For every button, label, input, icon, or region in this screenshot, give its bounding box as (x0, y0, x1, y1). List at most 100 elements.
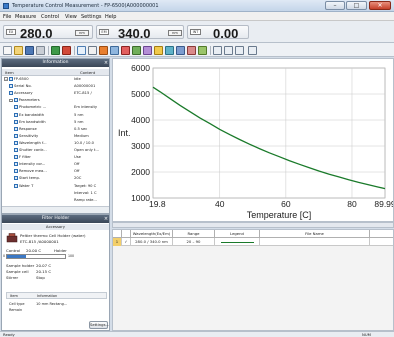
zoom-icon[interactable] (88, 46, 97, 55)
list-icon[interactable] (224, 46, 233, 55)
list-header-legend[interactable]: Legend (215, 230, 260, 238)
tree-item: Ex bandwidth (14, 112, 44, 119)
information-tree-row[interactable]: Start temp. 20C (2, 176, 109, 182)
menu-settings[interactable]: Settings (81, 14, 102, 20)
close-button[interactable]: ✕ (369, 1, 391, 10)
data-list: Wavelength(Ex/Em) Range Legend File Name… (112, 229, 394, 331)
plot-area[interactable] (152, 67, 386, 199)
filter-column-item: Item (10, 294, 18, 298)
tree-item-content: 20C (74, 176, 82, 181)
tree-item-label: Remove mea... (19, 169, 47, 174)
tree-item: Response (14, 126, 37, 133)
tree-expander-icon[interactable]: − (4, 77, 8, 82)
list-header-wavelength[interactable]: Wavelength(Ex/Em) (131, 230, 173, 238)
temperature-icon[interactable] (121, 46, 130, 55)
int-value: 0.00 (213, 26, 239, 41)
status-text: Ready (3, 332, 15, 337)
column-item: Item (5, 70, 14, 75)
information-panel: Information × Item Content − FP-6500 Idle S… (1, 58, 110, 214)
graph-view[interactable]: 1000 2000 3000 4000 5000 6000 19.8 40 60 80 89.99 T… (112, 58, 394, 222)
marker-icon[interactable] (187, 46, 196, 55)
temperature-intensity-chart[interactable]: 1000 2000 3000 4000 5000 6000 19.8 40 60 80 89.99 T… (113, 59, 394, 221)
graph-icon[interactable] (77, 46, 86, 55)
cell-holder-icon (6, 233, 18, 243)
y-tick-label: 1000 (131, 193, 150, 203)
information-tree-row[interactable]: Ramp rate... (2, 198, 109, 204)
filter-holder-panel: Filter Holder × Accessory Peltier thermo… (1, 214, 110, 331)
information-tree-row[interactable]: Photometric ... Em intensity (2, 105, 109, 111)
information-tree-row[interactable]: Sensitivity Medium (2, 133, 109, 140)
filter-row-item: Cell type (9, 302, 25, 306)
data-icon[interactable] (132, 46, 141, 55)
information-tree-row[interactable]: Shutter contr... Open only t... (2, 148, 109, 154)
graph-scrollbar[interactable] (112, 222, 394, 228)
settings-button[interactable]: Settings... (89, 321, 110, 329)
tree-item-content: A00000001 (74, 84, 96, 89)
window-icon[interactable] (248, 46, 257, 55)
status-bar: Ready NUM (0, 331, 394, 337)
information-tree-row[interactable]: Water T Target: 90 C (2, 183, 109, 190)
holder-model: ETC-815 /A0000001 (20, 239, 59, 244)
table-row[interactable]: 1 ✓ 280.0 / 340.0 nm 20 – 90 (113, 238, 393, 246)
settings-icon[interactable] (110, 46, 119, 55)
information-tree-row[interactable]: Response 0.5 sec (2, 126, 109, 133)
information-tree-row[interactable]: Interval: 1 C (2, 191, 109, 197)
column-content: Content (80, 70, 96, 75)
view-icon[interactable] (176, 46, 185, 55)
tree-item-label: Parameters (18, 98, 40, 103)
filter-holder-panel-close-button[interactable]: × (103, 216, 109, 222)
tree-item-label: Intensity cor... (19, 162, 46, 167)
information-panel-close-button[interactable]: × (103, 60, 109, 66)
information-tree-row[interactable]: Ex bandwidth 5 nm (2, 112, 109, 119)
peak-icon[interactable] (99, 46, 108, 55)
tree-expander-icon[interactable]: − (9, 98, 13, 103)
wavelength-icon[interactable] (154, 46, 163, 55)
tree-item-label: Start temp. (19, 176, 40, 181)
accessory-label: Accessory (2, 224, 109, 230)
information-tree-row[interactable]: − FP-6500 Idle (2, 77, 109, 83)
tree-item: Wavelength f... (14, 140, 47, 147)
baseline-icon[interactable] (198, 46, 207, 55)
tree-node-icon (13, 98, 18, 103)
tree-item-content: Idle (74, 77, 81, 81)
em-value: 340.0 (118, 26, 151, 41)
menu-view[interactable]: View (65, 14, 77, 20)
stop-icon[interactable] (62, 46, 71, 55)
minimize-button[interactable]: – (325, 1, 345, 10)
print-icon[interactable] (36, 46, 45, 55)
ex-wavelength-box (3, 25, 93, 39)
information-tree-row[interactable]: Serial No. A00000001 (2, 84, 109, 90)
tree-item-content: Use (74, 155, 81, 160)
list-header-range[interactable]: Range (173, 230, 215, 238)
information-tree-row[interactable]: Wavelength f... 10.0 / 10.0 (2, 140, 109, 147)
row-checkbox[interactable]: ✓ (122, 238, 131, 246)
information-tree-row[interactable]: Remove mea... Off (2, 169, 109, 175)
filter-table-header: Item Information (6, 292, 107, 299)
menu-file[interactable]: File (3, 14, 12, 20)
information-tree-row[interactable]: F filter Use (2, 155, 109, 161)
open-icon[interactable] (14, 46, 23, 55)
information-horizontal-scrollbar[interactable] (2, 206, 109, 213)
save-icon[interactable] (25, 46, 34, 55)
row-wavelength: 280.0 / 340.0 nm (131, 238, 173, 246)
information-tree-row[interactable]: − Parameters (2, 98, 109, 104)
layout-icon[interactable] (213, 46, 222, 55)
list-header-file-name[interactable]: File Name (260, 230, 370, 238)
information-tree-row[interactable]: Em bandwidth 5 nm (2, 119, 109, 126)
information-tree-row[interactable]: Intensity cor... Off (2, 162, 109, 168)
spectrum-icon[interactable] (143, 46, 152, 55)
new-icon[interactable] (3, 46, 12, 55)
menu-control[interactable]: Control (41, 14, 60, 20)
menu-help[interactable]: Help (105, 14, 117, 20)
cell-icon[interactable] (165, 46, 174, 55)
measure-icon[interactable] (51, 46, 60, 55)
sample-holder-value: 20.07 C (36, 263, 52, 268)
menu-measure[interactable]: Measure (15, 14, 37, 20)
toolbar-separator (48, 46, 49, 55)
filter-row-info: 10 mm Rectang... (36, 302, 68, 306)
tree-node-icon (9, 91, 13, 96)
table-icon[interactable] (235, 46, 244, 55)
maximize-button[interactable]: □ (346, 1, 367, 10)
information-tree-row[interactable]: Accessory ETC-815 / (2, 91, 109, 97)
information-table-header: Item Content (2, 69, 109, 76)
